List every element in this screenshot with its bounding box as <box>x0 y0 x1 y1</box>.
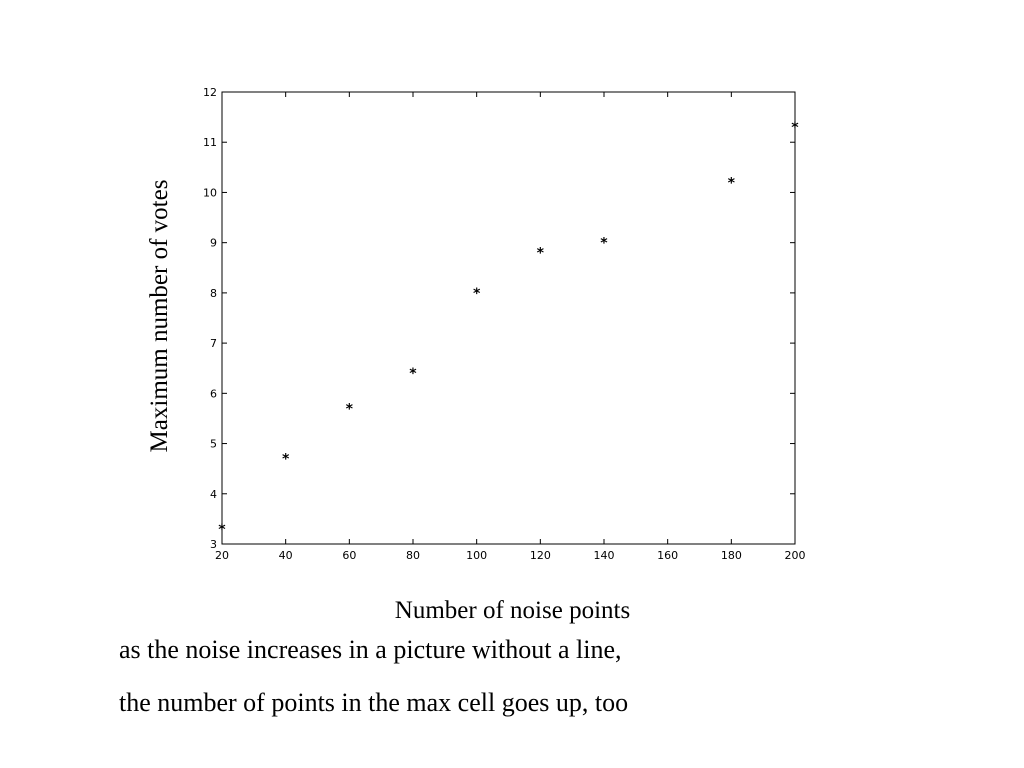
data-points: * * * * * * * * * <box>218 120 799 538</box>
y-tick-label: 6 <box>210 387 217 400</box>
y-tick-label: 8 <box>210 287 217 300</box>
caption-line-1: as the noise increases in a picture with… <box>119 635 622 664</box>
y-tick-label: 3 <box>210 538 217 551</box>
x-tick-label: 20 <box>215 549 229 562</box>
x-tick-label: 80 <box>406 549 420 562</box>
y-tick-label: 5 <box>210 438 217 451</box>
data-point: * <box>536 246 544 262</box>
data-point: * <box>600 236 608 252</box>
x-tick-label: 60 <box>342 549 356 562</box>
data-point: * <box>409 366 417 382</box>
y-tick-label: 9 <box>210 237 217 250</box>
data-point: * <box>345 401 353 417</box>
x-tick-label: 40 <box>279 549 293 562</box>
scatter-chart: 20 40 60 80 100 120 140 160 180 200 3 4 5 6 7 8 9 10 11 12… <box>146 86 806 624</box>
data-point: * <box>218 522 226 538</box>
data-point: * <box>791 120 799 136</box>
y-tick-label: 10 <box>203 186 217 199</box>
data-point: * <box>727 175 735 191</box>
y-tick-label: 4 <box>210 488 217 501</box>
y-tick-label: 11 <box>203 136 217 149</box>
x-axis-title: Number of noise points <box>395 597 630 624</box>
x-axis-ticks: 20 40 60 80 100 120 140 160 180 200 <box>215 92 806 562</box>
caption-line-2: the number of points in the max cell goe… <box>119 688 629 717</box>
x-tick-label: 200 <box>785 549 806 562</box>
y-tick-label: 12 <box>203 86 217 99</box>
y-axis-ticks: 3 4 5 6 7 8 9 10 11 12 <box>203 86 795 551</box>
data-point: * <box>472 286 480 302</box>
data-point: * <box>281 452 289 468</box>
plot-frame <box>221 91 796 545</box>
x-tick-label: 100 <box>466 549 487 562</box>
y-axis-title: Maximum number of votes <box>146 180 173 453</box>
x-tick-label: 120 <box>530 549 551 562</box>
x-tick-label: 160 <box>657 549 678 562</box>
x-tick-label: 180 <box>721 549 742 562</box>
y-tick-label: 7 <box>210 337 217 350</box>
x-tick-label: 140 <box>594 549 615 562</box>
